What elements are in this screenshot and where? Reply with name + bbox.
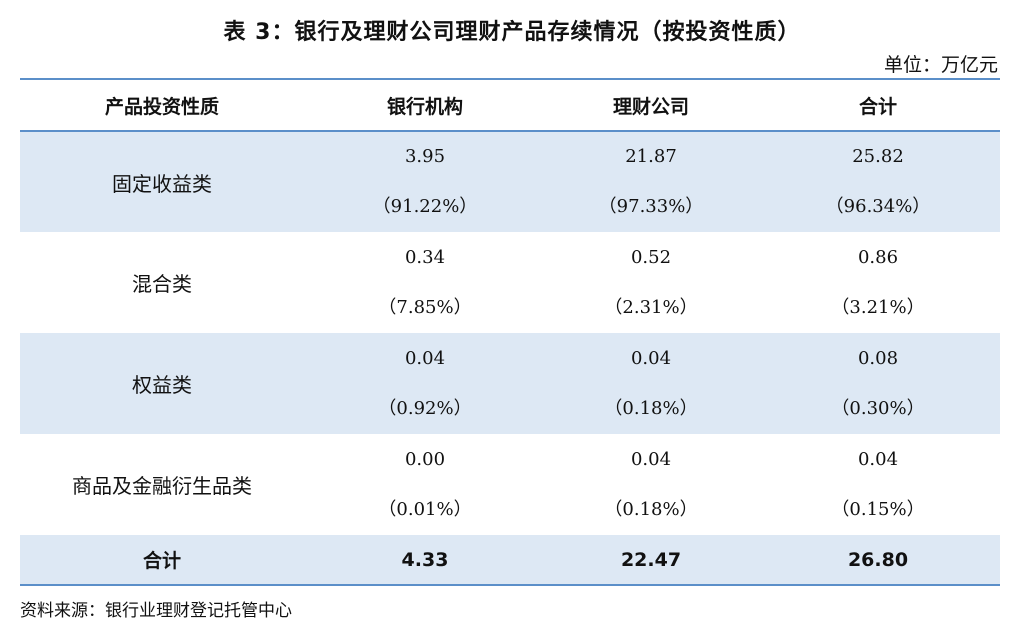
value: 0.34 — [404, 246, 446, 268]
value: 0.52 — [630, 246, 672, 268]
cell-bank: 0.04 （0.92%） — [304, 333, 546, 434]
value: 0.04 — [404, 347, 446, 369]
cell-total: 0.04 （0.15%） — [756, 434, 1000, 535]
unit-label: 单位：万亿元 — [883, 54, 998, 76]
percent: （91.22%） — [372, 196, 478, 217]
percent: （3.21%） — [831, 296, 925, 318]
percent: （97.33%） — [598, 196, 704, 217]
percent: （0.01%） — [378, 498, 472, 520]
value: 0.04 — [857, 448, 899, 470]
header-total: 合计 — [756, 78, 1000, 132]
value: 0.08 — [857, 347, 899, 369]
table-row: 混合类 0.34 （7.85%） 0.52 （2.31%） 0.86 （3.21%） — [20, 232, 1000, 333]
table-row: 权益类 0.04 （0.92%） 0.04 （0.18%） 0.08 （0.30%） — [20, 333, 1000, 434]
cell-total: 25.82 （96.34%） — [756, 131, 1000, 232]
percent: （0.18%） — [604, 397, 698, 419]
table-row: 商品及金融衍生品类 0.00 （0.01%） 0.04 （0.18%） 0.04 （0… — [20, 434, 1000, 535]
total-total: 26.80 — [756, 535, 1000, 586]
value: 0.04 — [630, 347, 672, 369]
cell-total: 0.08 （0.30%） — [756, 333, 1000, 434]
header-bank: 银行机构 — [304, 78, 546, 132]
table-row: 固定收益类 3.95 （91.22%） 21.87 （97.33%） 25.82 （9… — [20, 131, 1000, 232]
total-row: 合计 4.33 22.47 26.80 — [20, 535, 1000, 586]
source-note: 资料来源：银行业理财登记托管中心 — [20, 601, 292, 621]
header-row: 产品投资性质 银行机构 理财公司 合计 — [20, 78, 1000, 132]
cell-wealth: 0.04 （0.18%） — [546, 434, 756, 535]
percent: （0.15%） — [831, 498, 925, 520]
cell-wealth: 21.87 （97.33%） — [546, 131, 756, 232]
percent: （2.31%） — [604, 296, 698, 318]
header-category: 产品投资性质 — [20, 78, 304, 132]
total-bank: 4.33 — [304, 535, 546, 586]
header-wealth: 理财公司 — [546, 78, 756, 132]
cell-bank: 3.95 （91.22%） — [304, 131, 546, 232]
table-title: 表 3：银行及理财公司理财产品存续情况（按投资性质） — [223, 20, 801, 45]
percent: （96.34%） — [825, 196, 931, 217]
percent: （0.18%） — [604, 498, 698, 520]
cell-bank: 0.34 （7.85%） — [304, 232, 546, 333]
value: 21.87 — [625, 146, 677, 167]
value: 0.00 — [404, 448, 446, 470]
percent: （7.85%） — [378, 296, 472, 318]
cell-wealth: 0.04 （0.18%） — [546, 333, 756, 434]
total-label: 合计 — [20, 535, 304, 586]
cell-total: 0.86 （3.21%） — [756, 232, 1000, 333]
value: 25.82 — [852, 146, 904, 167]
value: 0.04 — [630, 448, 672, 470]
percent: （0.92%） — [378, 397, 472, 419]
value: 3.95 — [404, 146, 446, 167]
total-wealth: 22.47 — [546, 535, 756, 586]
row-category: 商品及金融衍生品类 — [72, 474, 252, 498]
data-table: 产品投资性质 银行机构 理财公司 合计 固定收益类 3.95 （91.22%） 2… — [20, 78, 1000, 586]
value: 0.86 — [857, 246, 899, 268]
cell-wealth: 0.52 （2.31%） — [546, 232, 756, 333]
row-category: 固定收益类 — [112, 171, 212, 196]
percent: （0.30%） — [831, 397, 925, 419]
row-category: 权益类 — [132, 373, 192, 397]
cell-bank: 0.00 （0.01%） — [304, 434, 546, 535]
row-category: 混合类 — [132, 272, 192, 296]
